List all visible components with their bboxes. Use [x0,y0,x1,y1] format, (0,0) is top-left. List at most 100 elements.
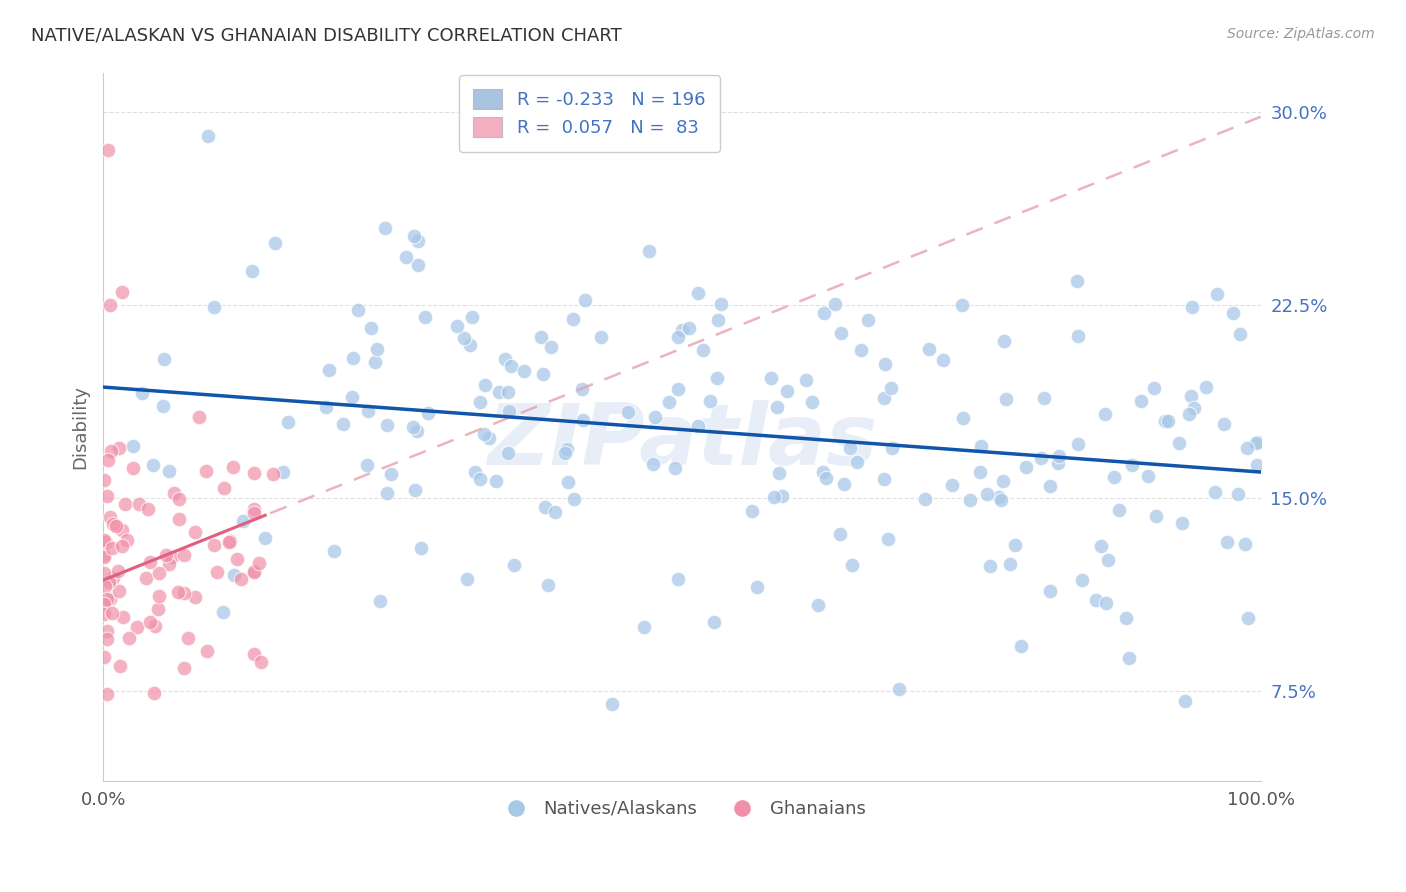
Point [1015,459,1038,474]
Point [502,558,524,573]
Point [157,464,180,478]
Point [991,475,1014,489]
Point [513,363,536,377]
Point [1108,503,1130,517]
Point [93,473,115,487]
Point [531,368,554,382]
Point [346,302,368,317]
Point [856,313,879,327]
Point [814,471,837,485]
Point [242,647,264,661]
Point [1115,610,1137,624]
Point [357,404,380,418]
Point [97,143,120,157]
Point [111,285,134,299]
Point [761,371,783,385]
Point [1090,539,1112,553]
Point [1212,417,1234,431]
Point [242,466,264,480]
Point [139,615,162,629]
Point [873,357,896,371]
Point [1085,592,1108,607]
Point [277,415,299,429]
Point [643,457,665,471]
Point [142,458,165,472]
Point [143,686,166,700]
Point [1039,583,1062,598]
Point [242,566,264,580]
Point [1144,508,1167,523]
Point [768,466,790,480]
Point [1010,639,1032,653]
Point [571,383,593,397]
Point [364,355,387,369]
Point [770,489,793,503]
Point [103,516,125,531]
Point [148,589,170,603]
Point [468,472,491,486]
Point [485,475,508,489]
Point [96,489,118,503]
Point [990,493,1012,508]
Point [811,465,834,479]
Point [446,319,468,334]
Point [202,300,225,314]
Point [93,579,115,593]
Point [1039,479,1062,493]
Point [222,459,245,474]
Point [360,320,382,334]
Point [242,564,264,578]
Point [375,486,398,500]
Point [706,371,728,385]
Point [872,471,894,485]
Point [377,418,399,433]
Point [232,514,254,528]
Point [813,306,835,320]
Point [411,541,433,555]
Point [591,330,613,344]
Point [976,486,998,500]
Point [849,343,872,357]
Point [118,631,141,645]
Point [416,406,439,420]
Point [688,286,710,301]
Point [146,602,169,616]
Point [1137,469,1160,483]
Point [952,411,974,425]
Point [114,497,136,511]
Point [987,490,1010,504]
Point [374,221,396,235]
Point [96,632,118,646]
Point [464,466,486,480]
Point [138,502,160,516]
Point [1204,485,1226,500]
Point [183,590,205,604]
Point [1174,694,1197,708]
Point [745,580,768,594]
Point [574,293,596,308]
Point [1206,287,1229,301]
Point [157,557,180,571]
Point [93,566,115,581]
Point [1236,441,1258,455]
Point [766,400,789,414]
Point [830,326,852,341]
Point [167,492,190,507]
Point [1181,300,1204,314]
Point [671,323,693,337]
Point [993,334,1015,348]
Point [356,458,378,473]
Point [107,565,129,579]
Point [195,464,218,478]
Point [1118,650,1140,665]
Point [1226,487,1249,501]
Point [970,439,993,453]
Point [177,631,200,645]
Point [644,410,666,425]
Point [846,455,869,469]
Point [173,661,195,675]
Point [131,386,153,401]
Point [800,395,823,409]
Point [368,593,391,607]
Point [332,417,354,431]
